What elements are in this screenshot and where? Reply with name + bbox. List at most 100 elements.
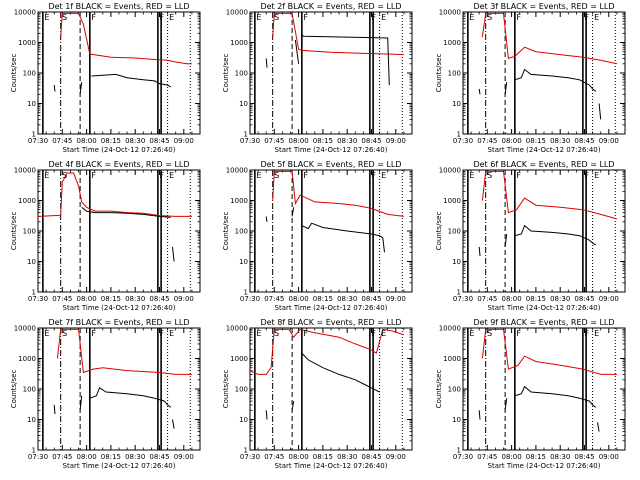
marker-label: F: [91, 329, 96, 338]
x-tick-label: 08:00: [77, 295, 97, 303]
series-line-events: [91, 73, 172, 88]
series-line-events: [514, 224, 597, 246]
x-tick-label: 08:15: [526, 295, 546, 303]
marker-label: E: [256, 171, 261, 180]
x-axis-label: Start Time (24-Oct-12 07:26:40): [275, 462, 388, 470]
series-line-lld: [481, 170, 618, 220]
marker-label: F: [159, 171, 164, 180]
y-tick-label: 1000: [443, 355, 461, 363]
chart-panel-9: Det 9f BLACK = Events, RED = LLD 1 10 100 10…: [435, 318, 626, 470]
x-tick-label: 08:45: [149, 137, 169, 145]
series-line-events: [301, 222, 385, 253]
y-tick-label: 100: [448, 228, 461, 236]
x-axis-label: Start Time (24-Oct-12 07:26:40): [488, 146, 601, 154]
marker-label: E: [381, 171, 386, 180]
x-tick-label: 08:00: [289, 295, 309, 303]
marker-label: S: [487, 171, 492, 180]
chart-panel-8: Det 8f BLACK = Events, RED = LLD 1 10 100 10…: [222, 318, 413, 470]
series-line-events: [53, 85, 56, 92]
series-line-events: [514, 385, 597, 408]
marker-label: F: [303, 13, 308, 22]
marker-label: S: [62, 13, 67, 22]
marker-label: S: [487, 329, 492, 338]
marker-label: F: [303, 171, 308, 180]
x-axis-label: Start Time (24-Oct-12 07:26:40): [275, 304, 388, 312]
axes-frame: [37, 11, 201, 135]
y-axis-label: Counts/sec: [222, 370, 230, 409]
x-tick-label: 09:00: [599, 137, 619, 145]
x-tick-label: 07:30: [240, 453, 260, 461]
y-tick-label: 1000: [18, 39, 36, 47]
series-line-events: [265, 216, 268, 222]
y-tick-label: 10000: [439, 167, 461, 175]
y-tick-label: 1000: [18, 355, 36, 363]
x-tick-label: 08:45: [361, 453, 381, 461]
marker-label: F: [516, 13, 521, 22]
marker-label: F: [159, 329, 164, 338]
x-axis-label: Start Time (24-Oct-12 07:26:40): [63, 304, 176, 312]
x-tick-label: 08:30: [337, 137, 357, 145]
x-tick-label: 08:45: [361, 137, 381, 145]
y-tick-label: 10: [452, 100, 461, 108]
series-line-events: [504, 82, 508, 95]
series-line-events: [79, 395, 83, 411]
chart-title: Det 4f BLACK = Events, RED = LLD: [48, 160, 189, 169]
y-tick-label: 1000: [230, 39, 248, 47]
marker-label: E: [469, 13, 474, 22]
x-tick-label: 08:30: [550, 295, 570, 303]
marker-label: F: [91, 13, 96, 22]
marker-label: E: [469, 171, 474, 180]
axes-frame: [462, 169, 626, 293]
x-axis-label: Start Time (24-Oct-12 07:26:40): [488, 462, 601, 470]
series-line-events: [265, 58, 268, 68]
y-tick-label: 10000: [14, 9, 36, 17]
series-line-events: [291, 401, 295, 411]
series-line-lld: [481, 328, 617, 375]
y-tick-label: 1: [457, 289, 461, 297]
y-tick-label: 10: [27, 100, 36, 108]
series-line-events: [598, 103, 602, 120]
marker-label: F: [371, 13, 376, 22]
x-tick-label: 07:30: [28, 295, 48, 303]
series-line-events: [265, 410, 268, 420]
x-tick-label: 09:00: [386, 295, 406, 303]
x-tick-label: 07:45: [264, 137, 284, 145]
x-tick-label: 09:00: [174, 453, 194, 461]
axes-frame: [249, 11, 413, 135]
chart-panel-7: Det 7f BLACK = Events, RED = LLD 1 10 100 10…: [10, 318, 201, 470]
y-tick-label: 1000: [230, 355, 248, 363]
marker-label: E: [469, 329, 474, 338]
x-tick-label: 09:00: [174, 295, 194, 303]
plot-area: [254, 12, 404, 134]
y-tick-label: 10: [239, 416, 248, 424]
axes-frame: [37, 327, 201, 451]
marker-label: E: [169, 329, 174, 338]
x-tick-label: 07:45: [477, 295, 497, 303]
x-tick-label: 08:45: [361, 295, 381, 303]
y-tick-label: 1: [32, 131, 36, 139]
series-line-events: [79, 82, 83, 95]
x-tick-label: 07:45: [52, 295, 72, 303]
plot-area: [467, 12, 618, 134]
y-tick-label: 1: [244, 289, 248, 297]
marker-label: E: [44, 171, 49, 180]
x-tick-label: 07:45: [52, 137, 72, 145]
x-tick-label: 08:15: [101, 137, 121, 145]
marker-label: F: [516, 171, 521, 180]
marker-label: E: [594, 171, 599, 180]
x-tick-label: 09:00: [599, 295, 619, 303]
y-tick-label: 100: [23, 386, 36, 394]
x-tick-label: 09:00: [599, 453, 619, 461]
x-tick-label: 09:00: [386, 137, 406, 145]
marker-label: F: [371, 329, 376, 338]
x-tick-label: 08:30: [125, 453, 145, 461]
series-line-events: [172, 246, 175, 262]
marker-label: E: [169, 13, 174, 22]
chart-panel-4: Det 4f BLACK = Events, RED = LLD 1 10 100 10…: [10, 160, 201, 312]
series-line-events: [81, 206, 171, 218]
series-line-events: [478, 246, 481, 257]
marker-label: E: [169, 171, 174, 180]
y-tick-label: 10: [239, 100, 248, 108]
chart-panel-2: Det 2f BLACK = Events, RED = LLD 1 10 100 10…: [222, 2, 413, 154]
